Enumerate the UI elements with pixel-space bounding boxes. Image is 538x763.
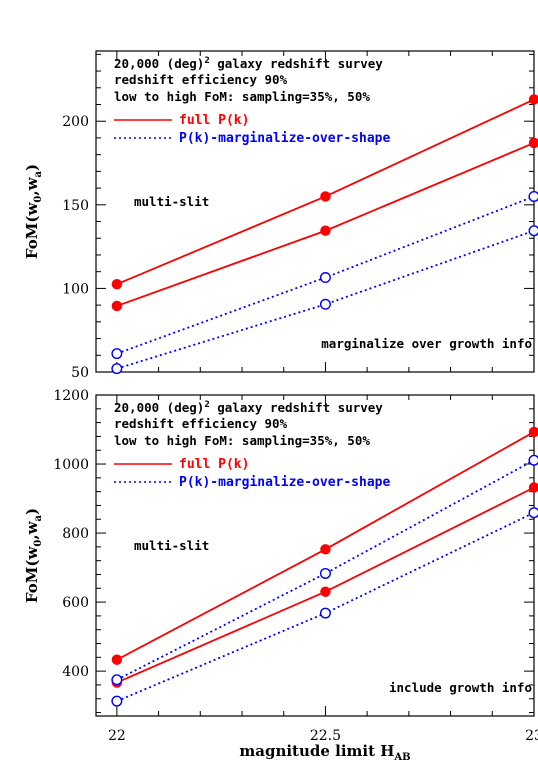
series-line-2 bbox=[116, 486, 535, 684]
y-axis-title: FoM(w0,wa) bbox=[23, 164, 44, 259]
y-tick-label: 1200 bbox=[53, 388, 89, 404]
panel-top: 50 100 150 200 20,000 (deg)2 galaxy redshift… bbox=[23, 50, 538, 381]
series-line-3 bbox=[116, 195, 535, 355]
y-tick-label: 1000 bbox=[53, 457, 89, 473]
data-point bbox=[528, 225, 538, 237]
data-point bbox=[528, 94, 538, 105]
annotation-sampling: low to high FoM: sampling=35%, 50% bbox=[114, 433, 370, 448]
legend-label: full P(k) bbox=[179, 113, 249, 128]
x-tick-label: 22.5 bbox=[310, 728, 341, 744]
annotation-survey: 20,000 (deg)2 galaxy redshift survey bbox=[114, 400, 383, 415]
panel-bottom: 400 600 800 1000 1200 22 22.5 23 20,000 (deg)2 g… bbox=[23, 388, 538, 763]
data-point bbox=[320, 225, 331, 236]
legend-label: P(k)-marginalize-over-shape bbox=[179, 475, 390, 490]
data-point bbox=[528, 190, 538, 202]
annotation-growth: marginalize over growth info bbox=[321, 336, 532, 351]
annotation-efficiency: redshift efficiency 90% bbox=[114, 72, 288, 87]
y-tick-label: 400 bbox=[62, 664, 89, 680]
y-tick-label: 800 bbox=[62, 526, 89, 542]
y-axis-title: FoM(w0,wa) bbox=[23, 508, 44, 603]
y-tick-label: 150 bbox=[62, 198, 89, 214]
legend-label: full P(k) bbox=[179, 457, 249, 472]
series-line-4 bbox=[116, 229, 535, 370]
data-point bbox=[319, 607, 331, 619]
data-point bbox=[320, 586, 331, 597]
data-point bbox=[111, 300, 123, 312]
annotation-method: multi-slit bbox=[134, 538, 209, 553]
data-point bbox=[111, 363, 123, 375]
data-point bbox=[111, 348, 123, 360]
data-point bbox=[320, 191, 331, 202]
annotation-survey: 20,000 (deg)2 galaxy redshift survey bbox=[114, 56, 383, 71]
data-point bbox=[319, 567, 331, 579]
y-tick-label: 50 bbox=[71, 365, 89, 381]
data-point bbox=[528, 482, 538, 493]
x-tick-label: 23 bbox=[525, 728, 538, 744]
data-point bbox=[111, 674, 123, 686]
plot-frame bbox=[95, 50, 535, 373]
legend-label: P(k)-marginalize-over-shape bbox=[179, 131, 390, 146]
y-tick-label: 200 bbox=[62, 114, 89, 130]
data-point bbox=[528, 507, 538, 519]
annotation-method: multi-slit bbox=[134, 194, 209, 209]
annotation-sampling: low to high FoM: sampling=35%, 50% bbox=[114, 89, 370, 104]
y-tick-label: 600 bbox=[62, 595, 89, 611]
data-point bbox=[319, 272, 331, 284]
plot-frame bbox=[95, 394, 535, 717]
annotation-growth: include growth info bbox=[389, 680, 532, 695]
x-tick-label: 22 bbox=[108, 728, 126, 744]
data-point bbox=[528, 137, 538, 149]
annotation-efficiency: redshift efficiency 90% bbox=[114, 416, 288, 431]
data-point bbox=[528, 426, 538, 438]
data-point bbox=[319, 298, 331, 310]
x-axis-title: magnitude limit HAB bbox=[239, 742, 410, 763]
data-point bbox=[528, 454, 538, 466]
y-tick-label: 100 bbox=[62, 281, 89, 297]
data-point bbox=[320, 544, 331, 555]
data-point bbox=[111, 695, 123, 707]
data-point bbox=[111, 279, 123, 290]
data-point bbox=[111, 654, 123, 665]
